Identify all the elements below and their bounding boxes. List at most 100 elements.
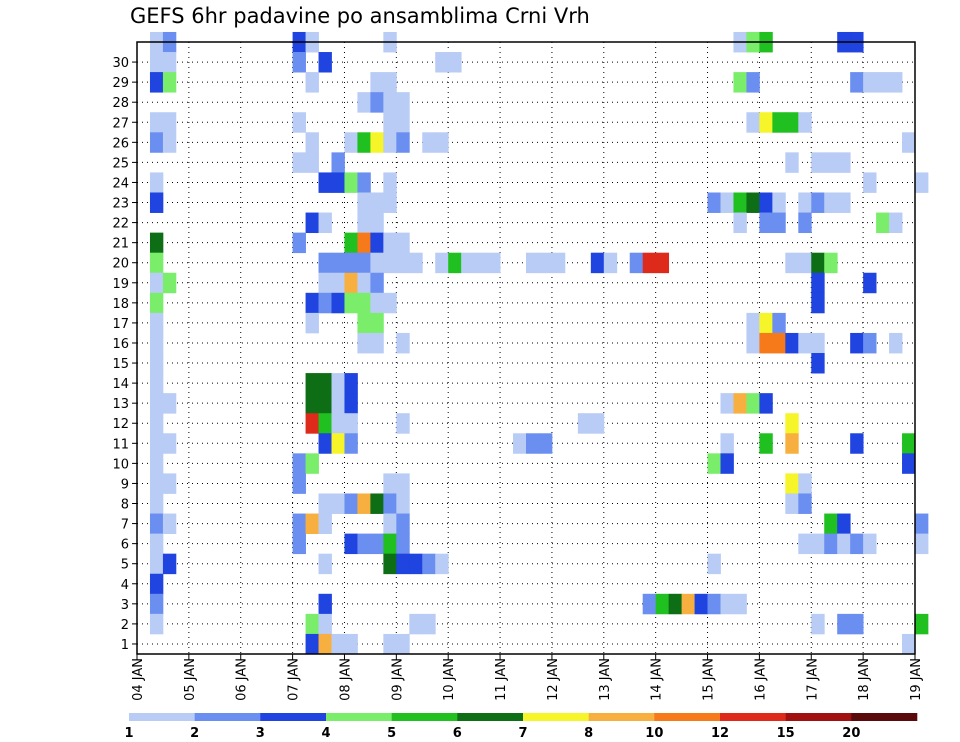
y-tick-label: 20 (112, 257, 129, 272)
precip-cell (422, 132, 436, 153)
precip-cell (357, 272, 371, 294)
precip-cell (733, 393, 747, 414)
plot-frame (136, 41, 916, 655)
precip-cell (370, 132, 384, 153)
precip-cell (733, 72, 747, 93)
colorbar-label: 4 (321, 726, 330, 741)
precip-cell (785, 433, 799, 454)
precip-cell (396, 473, 410, 494)
colorbar-swatch (588, 713, 655, 721)
precip-cell (902, 633, 916, 655)
precip-cell (396, 92, 410, 113)
precip-cell (733, 192, 747, 213)
precip-cell (720, 192, 734, 213)
precip-cell (149, 192, 164, 213)
y-tick-label: 26 (112, 136, 129, 151)
precip-cell (850, 72, 864, 93)
y-tick-label: 21 (112, 237, 129, 252)
precip-cell (798, 493, 812, 514)
precip-cell (370, 212, 384, 234)
precip-cell (370, 252, 384, 274)
precip-cell (785, 493, 799, 514)
y-tick-label: 30 (112, 56, 129, 71)
precip-cell (798, 212, 812, 234)
precip-cell (850, 613, 864, 635)
precip-cell (798, 473, 812, 494)
precip-cell (149, 513, 164, 535)
precip-cell (357, 172, 371, 193)
precip-cell (785, 413, 799, 434)
precip-cell (824, 252, 838, 274)
precip-cell (383, 112, 397, 133)
precip-cell (746, 192, 760, 213)
precip-cell (149, 453, 164, 474)
colorbar-swatch (523, 713, 589, 721)
precip-cell (759, 112, 773, 133)
precip-cell (733, 593, 747, 615)
precip-cell (331, 433, 345, 454)
precip-cell (331, 272, 345, 294)
colorbar-swatch (654, 713, 721, 721)
colorbar-label: 8 (584, 726, 593, 741)
precip-cell (396, 553, 410, 575)
precip-cell (746, 72, 760, 93)
precip-cell (305, 212, 319, 234)
x-tick-label: 18 JAN (857, 658, 872, 701)
precip-cell (383, 533, 397, 555)
precip-cell (720, 393, 734, 414)
precip-cell (396, 493, 410, 514)
precip-cell (850, 332, 864, 354)
precip-cell (720, 433, 734, 454)
precip-cell (292, 232, 306, 254)
precip-cell (344, 172, 358, 193)
precip-cell (837, 613, 851, 635)
precip-cell (863, 72, 877, 93)
colorbar-label: 6 (453, 726, 462, 741)
precip-cell (305, 152, 319, 173)
precip-cell (435, 132, 449, 153)
precip-cell (292, 453, 306, 474)
precip-cell (344, 493, 358, 514)
precip-cell (681, 593, 695, 615)
precip-cell (396, 413, 410, 434)
precip-cell (889, 72, 903, 93)
precip-cell (811, 292, 825, 314)
precip-cell (331, 633, 345, 655)
precip-cell (798, 252, 812, 274)
precip-cell (149, 533, 164, 555)
colorbar-swatch (326, 713, 392, 721)
precip-cell (344, 533, 358, 555)
precip-cell (383, 513, 397, 535)
precip-cell (149, 112, 164, 133)
x-axis: 04 JAN 05 JAN 06 JAN 07 JAN 08 JAN 09 JAN 10 J… (131, 654, 924, 701)
precip-cell (694, 593, 708, 615)
y-axis: 1234567891011121314151617181920212223242… (112, 56, 137, 653)
y-tick-label: 13 (112, 397, 129, 412)
precip-cell (759, 312, 773, 334)
colorbar-label: 7 (518, 726, 527, 741)
precip-cell (526, 433, 540, 454)
precip-cell (305, 373, 319, 394)
precip-cell (344, 132, 358, 153)
precip-cell (357, 252, 371, 274)
precip-cell (915, 533, 929, 555)
precip-cell (603, 252, 618, 274)
precip-cell (162, 112, 177, 133)
colorbar-label: 20 (842, 726, 860, 741)
precip-cell (863, 533, 877, 555)
precip-cell (837, 513, 851, 535)
precip-cell (370, 533, 384, 555)
colorbar-legend: 1 2 3 4 5 6 7 8 10 12 15 20 (124, 713, 918, 741)
precip-cell (149, 232, 164, 254)
y-tick-label: 19 (112, 277, 129, 292)
y-tick-label: 5 (121, 558, 129, 573)
precip-cell (396, 112, 410, 133)
precip-cell (733, 212, 747, 234)
precip-cell (798, 332, 812, 354)
colorbar-label: 5 (387, 726, 396, 741)
precip-cell (370, 493, 384, 514)
precip-cell (149, 493, 164, 514)
x-tick-label: 08 JAN (338, 658, 353, 701)
y-tick-label: 14 (112, 377, 129, 392)
